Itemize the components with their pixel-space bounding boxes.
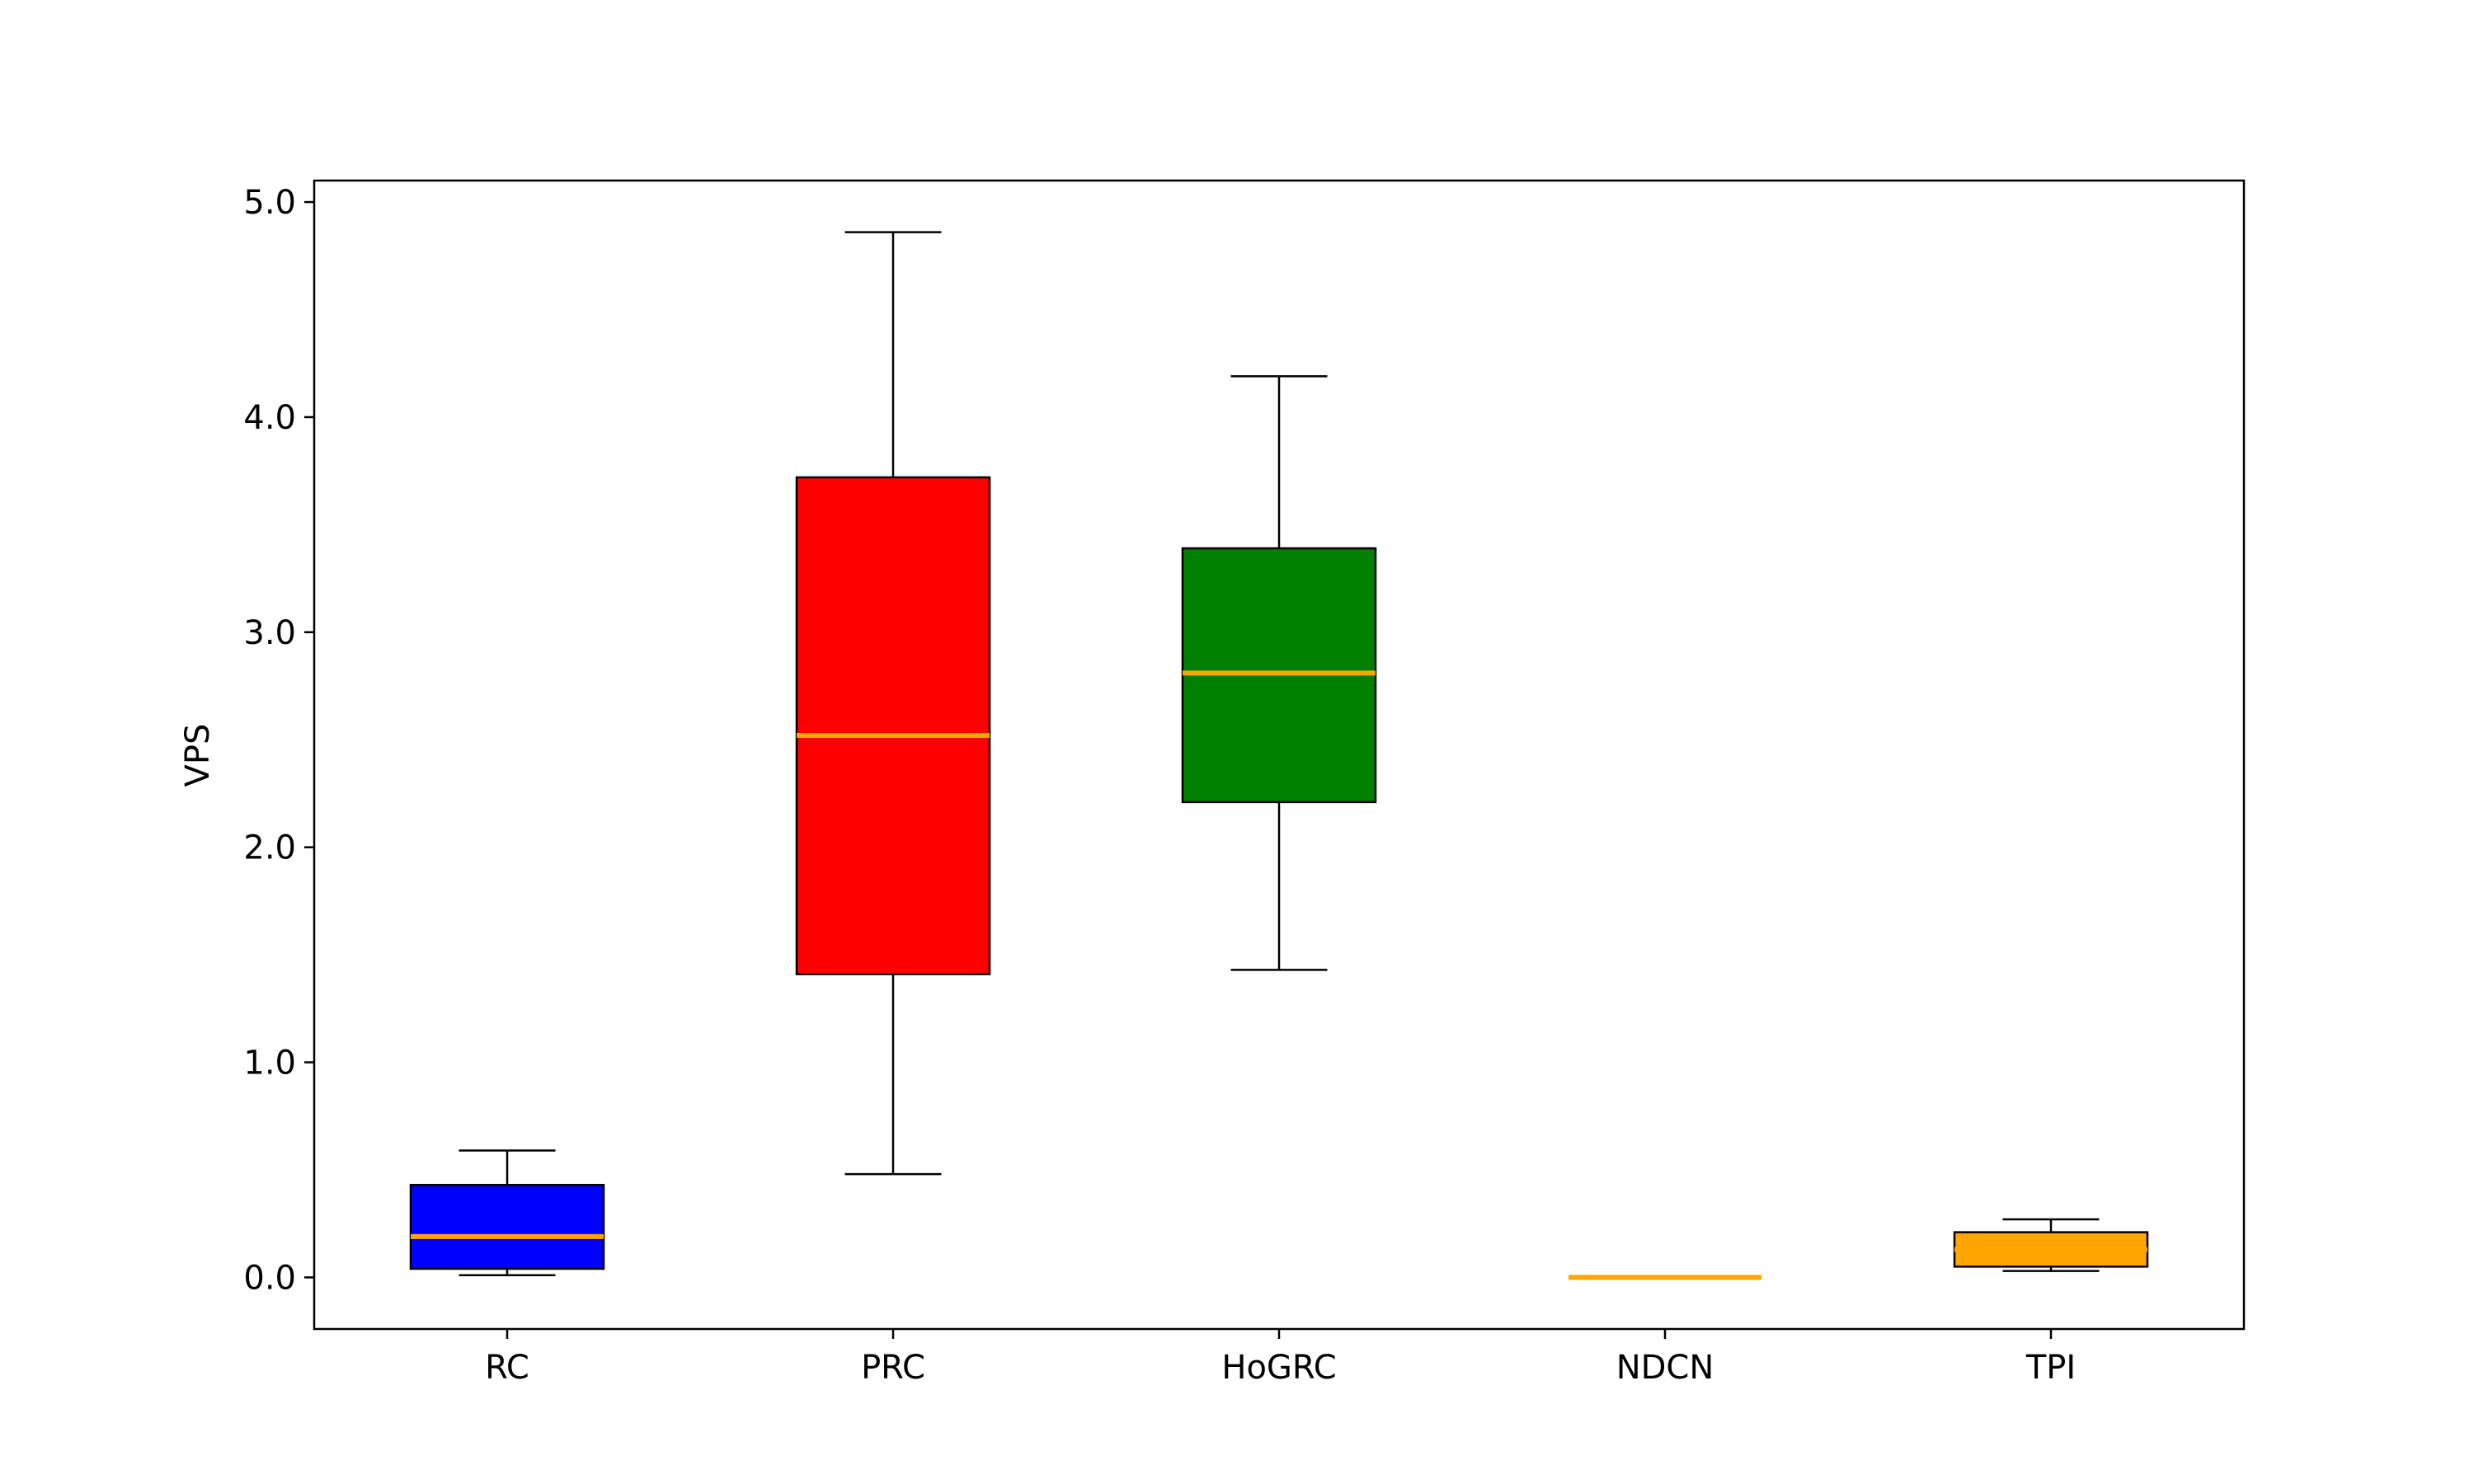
x-axis-ticks: RC PRC HoGRC NDCN TPI — [485, 1329, 2076, 1387]
x-tick-label: PRC — [861, 1349, 925, 1387]
y-axis-label: VPS — [179, 724, 217, 787]
box-tpi — [1953, 1218, 2149, 1272]
y-tick-label: 2.0 — [243, 829, 296, 867]
x-tick-label: RC — [485, 1349, 529, 1387]
y-tick-label: 0.0 — [243, 1259, 296, 1297]
y-axis-ticks: 0.0 1.0 2.0 3.0 4.0 5.0 — [243, 184, 314, 1297]
box-series-group — [409, 231, 2149, 1280]
x-tick-label: HoGRC — [1221, 1349, 1336, 1387]
y-tick-label: 3.0 — [243, 614, 296, 652]
y-tick-label: 4.0 — [243, 399, 296, 437]
plot-frame — [313, 179, 2246, 1331]
box-prc — [795, 231, 991, 1176]
y-tick-label: 1.0 — [243, 1045, 296, 1082]
x-tick-label: NDCN — [1616, 1349, 1714, 1387]
box-iqr — [409, 1183, 605, 1270]
box-iqr — [795, 476, 991, 975]
x-tick-label: TPI — [2025, 1349, 2076, 1387]
box-rc — [409, 1149, 605, 1277]
y-tick-label: 5.0 — [243, 184, 296, 222]
box-hogrc — [1181, 375, 1377, 971]
